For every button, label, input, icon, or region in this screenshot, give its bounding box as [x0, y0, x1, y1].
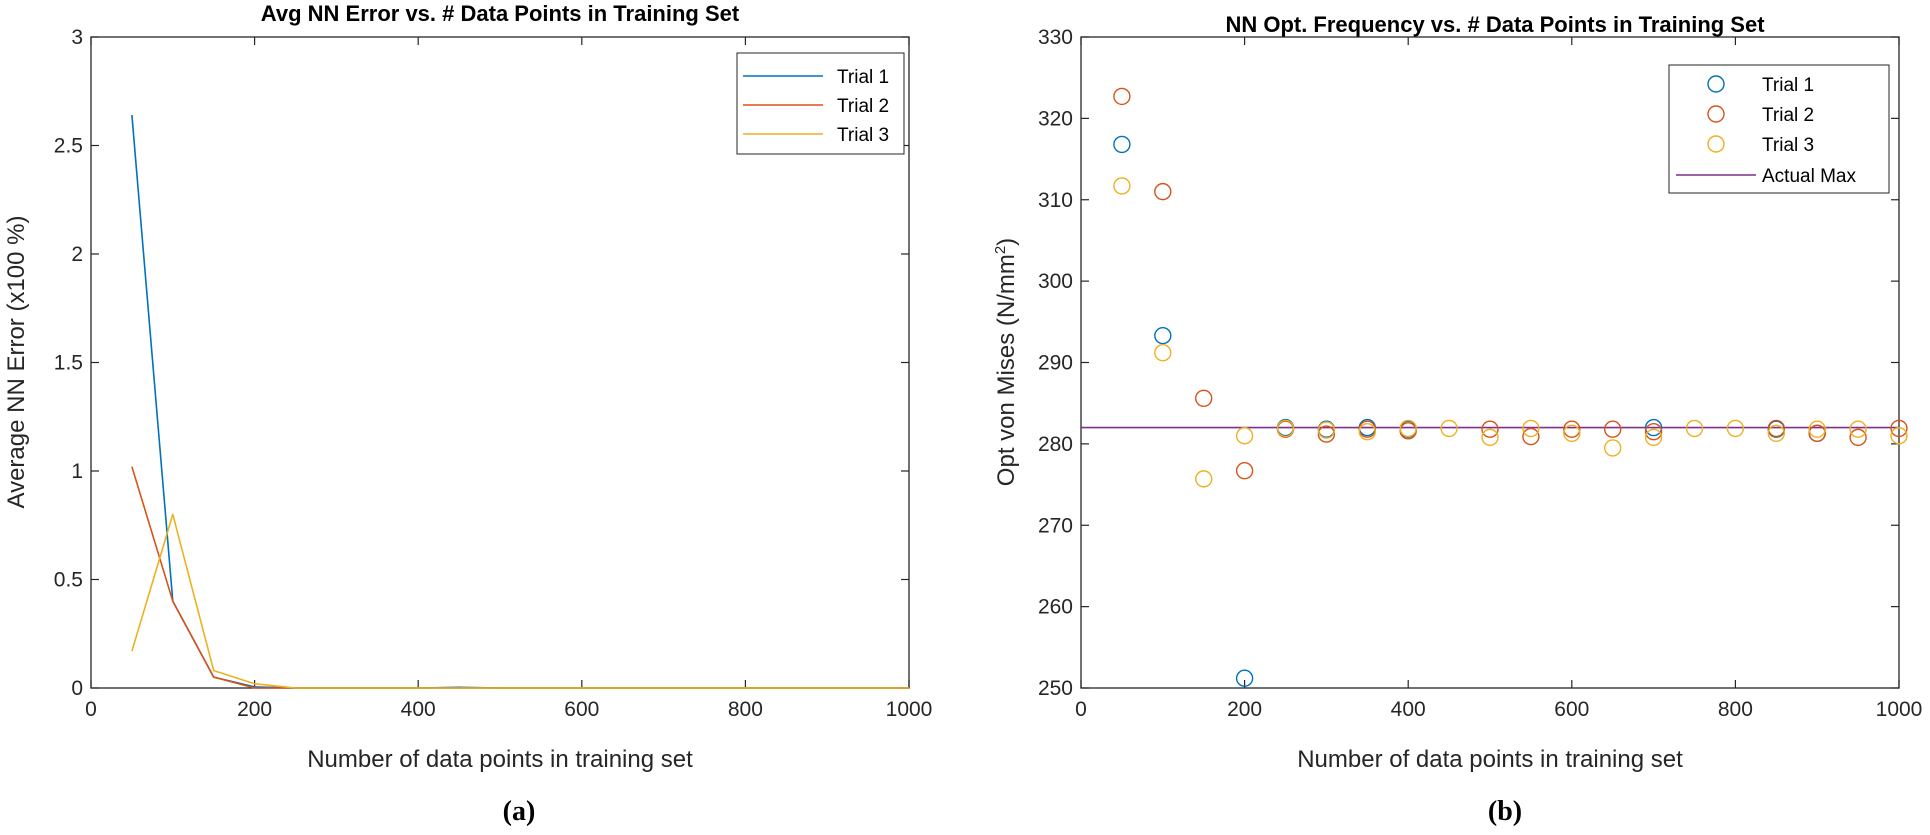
chart-a: Avg NN Error vs. # Data Points in Traini…: [3, 1, 932, 827]
chart-b-y-tick-label: 270: [1038, 514, 1073, 537]
chart-b-y-tick-label: 300: [1038, 270, 1073, 293]
chart-b-y-label-superscript: 2: [992, 246, 1009, 254]
chart-a-ticks: 0 200 400 600 800 1000 0 0.5 1 1.5 2 2.5 3: [54, 26, 933, 721]
chart-a-y-tick-label: 1.5: [54, 352, 83, 375]
chart-b-title: NN Opt. Frequency vs. # Data Points in T…: [1225, 12, 1765, 37]
chart-b-y-tick-label: 290: [1038, 352, 1073, 375]
chart-b-point-trial-3: [1890, 427, 1908, 445]
chart-a-title: Avg NN Error vs. # Data Points in Traini…: [261, 1, 740, 26]
chart-a-legend-box: [736, 52, 905, 155]
chart-b-point-trial-2: [1194, 389, 1213, 408]
chart-a-series-line-trial-3: [131, 513, 909, 689]
chart-b-y-label: Opt von Mises (N/mm2): [992, 238, 1020, 486]
chart-a-x-tick-label: 400: [401, 698, 436, 721]
chart-b-point-trial-3: [1644, 428, 1663, 447]
chart-b-point-trial-3: [1113, 177, 1131, 195]
chart-a-y-tick-label: 1: [71, 460, 83, 483]
chart-b-point-trial-2: [1767, 419, 1786, 438]
chart-b-caption: (b): [1488, 796, 1522, 827]
chart-a-x-tick-label: 800: [728, 698, 763, 721]
chart-b-x-tick-label: 1000: [1876, 698, 1923, 721]
chart-a-x-tick-label: 200: [237, 698, 272, 721]
chart-a-x-label: Number of data points in training set: [307, 746, 693, 773]
chart-b-point-trial-3: [1399, 419, 1417, 438]
chart-a-x-tick-label: 600: [564, 698, 599, 721]
chart-b-legend-swatch-trial-1: [1707, 75, 1725, 93]
chart-b-x-tick-label: 200: [1227, 698, 1262, 721]
chart-b-point-trial-2: [1154, 182, 1172, 201]
chart-b-point-trial-3: [1235, 427, 1254, 445]
chart-b-y-tick-label: 260: [1038, 596, 1073, 619]
chart-a-y-tick-label: 0: [71, 677, 83, 700]
chart-b-point-trial-3: [1726, 419, 1745, 438]
chart-b-point-trial-2: [1522, 427, 1540, 446]
chart-b-point-trial-2: [1603, 420, 1622, 438]
chart-b-point-trial-3: [1603, 439, 1622, 457]
chart-b-legend-label-actual-max: Actual Max: [1762, 166, 1856, 187]
chart-a-y-tick-label: 2: [71, 243, 83, 266]
chart-a-legend-label-trial-2: Trial 2: [837, 96, 889, 117]
chart-b-y-tick-label: 280: [1038, 433, 1073, 456]
chart-b-x-tick-label: 800: [1718, 698, 1753, 721]
chart-b-x-tick-label: 400: [1391, 698, 1426, 721]
chart-b-x-label: Number of data points in training set: [1297, 746, 1683, 773]
chart-b-point-trial-3: [1154, 344, 1172, 362]
chart-b-point-trial-3: [1358, 422, 1377, 441]
chart-a-series: [131, 115, 909, 689]
chart-b-series: [1113, 87, 1908, 687]
chart-b-point-trial-2: [1481, 420, 1499, 438]
chart-b-y-tick-label: 330: [1038, 26, 1073, 49]
chart-a-y-label: Average NN Error (x100 %): [3, 216, 30, 509]
chart-b-legend: Trial 1 Trial 2 Trial 3 Actual Max: [1668, 64, 1890, 194]
chart-b-x-tick-label: 0: [1075, 698, 1087, 721]
chart-b-point-trial-2: [1644, 422, 1663, 441]
chart-b-point-trial-1: [1113, 135, 1131, 154]
chart-b-point-trial-2: [1563, 420, 1581, 438]
chart-b-legend-box: [1668, 64, 1890, 194]
chart-b-point-trial-3: [1194, 470, 1213, 488]
chart-a-x-tick-label: 0: [85, 698, 97, 721]
chart-b-y-tick-label: 310: [1038, 189, 1073, 212]
chart-b-point-trial-1: [1644, 418, 1663, 437]
chart-b-ticks: 0 200 400 600 800 1000 250 260 270 280 290 300 310 32…: [1038, 26, 1922, 721]
chart-b-legend-swatch-trial-2: [1707, 105, 1725, 123]
chart-b-point-trial-3: [1440, 419, 1458, 438]
chart-a-x-tick-label: 1000: [886, 698, 933, 721]
chart-b-y-tick-label: 250: [1038, 677, 1073, 700]
chart-a-legend: Trial 1 Trial 2 Trial 3: [736, 52, 905, 155]
chart-b-point-trial-3: [1767, 424, 1786, 442]
chart-a-y-tick-label: 0.5: [54, 569, 83, 592]
chart-b-point-trial-1: [1235, 669, 1254, 687]
chart-b-point-trial-3: [1685, 419, 1704, 438]
chart-b-point-trial-3: [1276, 419, 1295, 438]
chart-b-point-trial-2: [1890, 419, 1908, 438]
chart-a-y-tick-label: 2.5: [54, 135, 83, 158]
chart-b-y-label-end: ): [993, 238, 1020, 246]
chart-b-point-trial-3: [1849, 420, 1867, 438]
chart-b-point-trial-3: [1522, 419, 1540, 438]
chart-b-point-trial-2: [1317, 425, 1336, 443]
chart-b-point-trial-3: [1563, 424, 1581, 442]
chart-a-legend-label-trial-1: Trial 1: [837, 67, 889, 88]
chart-b-legend-label-trial-3: Trial 3: [1762, 135, 1814, 156]
chart-b-y-tick-label: 320: [1038, 107, 1073, 130]
chart-b-point-trial-3: [1481, 428, 1499, 447]
chart-b-x-tick-label: 600: [1554, 698, 1589, 721]
chart-b-point-trial-3: [1808, 420, 1826, 438]
chart-b-point-trial-2: [1235, 462, 1254, 480]
chart-a-legend-label-trial-3: Trial 3: [837, 125, 889, 146]
chart-b-point-trial-2: [1849, 428, 1867, 447]
chart-b: NN Opt. Frequency vs. # Data Points in T…: [992, 12, 1922, 827]
chart-a-caption: (a): [503, 796, 536, 827]
chart-b-point-trial-2: [1113, 87, 1131, 106]
chart-b-point-trial-1: [1154, 326, 1172, 345]
chart-b-legend-label-trial-2: Trial 2: [1762, 105, 1814, 126]
chart-b-y-label-main: Opt von Mises (N/mm: [993, 254, 1020, 486]
chart-a-y-tick-label: 3: [71, 26, 83, 49]
chart-b-point-trial-2: [1808, 424, 1826, 442]
chart-b-legend-label-trial-1: Trial 1: [1762, 75, 1814, 96]
chart-b-legend-swatch-trial-3: [1707, 135, 1725, 153]
chart-b-point-trial-3: [1317, 421, 1336, 439]
